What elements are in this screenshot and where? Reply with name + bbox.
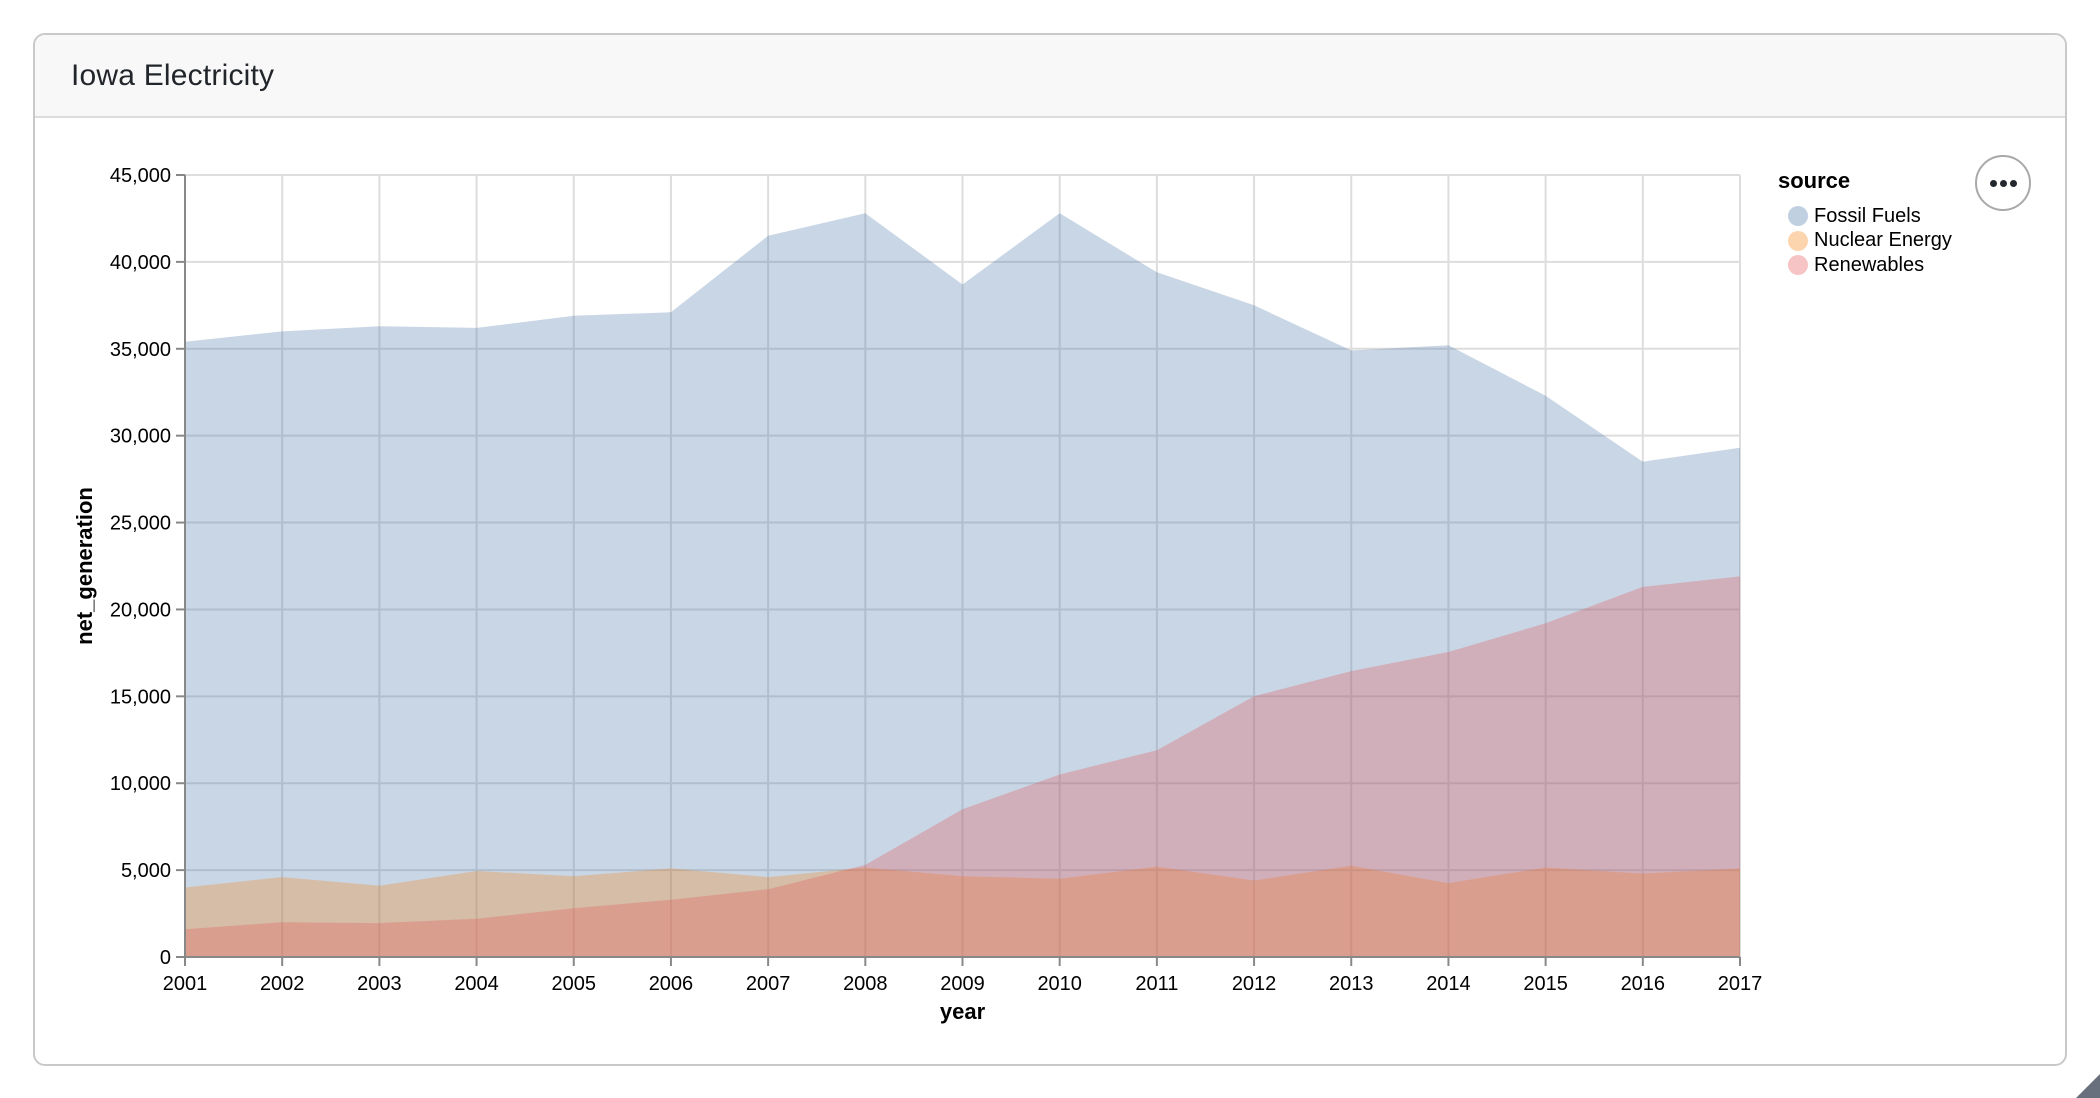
y-tick-label: 20,000 — [110, 599, 171, 621]
x-tick-label: 2003 — [357, 973, 402, 995]
x-tick-label: 2012 — [1232, 973, 1277, 995]
legend-entries: Fossil Fuels Nuclear Energy Renewables — [1778, 204, 1952, 278]
x-tick-label: 2010 — [1037, 973, 1082, 995]
axes — [176, 174, 1741, 966]
ellipsis-icon — [2009, 179, 2017, 187]
area-fossil-fuels — [185, 213, 1740, 957]
x-tick-label: 2005 — [552, 973, 597, 995]
y-axis-labels: 0 5,000 10,000 15,000 20,000 25,000 30,000 35,0… — [110, 165, 171, 969]
legend-swatch-icon — [1788, 255, 1808, 276]
legend-label: Renewables — [1814, 253, 1925, 276]
legend-label: Nuclear Energy — [1814, 229, 1952, 252]
x-tick-label: 2007 — [746, 973, 791, 995]
x-tick-label: 2001 — [163, 973, 208, 995]
card-header: Iowa Electricity — [35, 35, 2065, 118]
legend-entry-fossil-fuels: Fossil Fuels — [1778, 204, 1952, 229]
y-tick-label: 10,000 — [110, 773, 171, 795]
y-axis-title: net_generation — [72, 487, 97, 645]
x-tick-label: 2016 — [1621, 973, 1666, 995]
chart-card: Iowa Electricity 0 5,000 10,000 15,000 20,00… — [33, 33, 2067, 1066]
resize-grip-icon[interactable] — [2076, 1074, 2100, 1098]
legend-label: Fossil Fuels — [1814, 204, 1921, 227]
x-tick-label: 2009 — [940, 973, 985, 995]
x-tick-label: 2002 — [260, 973, 305, 995]
y-tick-label: 30,000 — [110, 426, 171, 448]
y-tick-label: 5,000 — [121, 860, 171, 882]
chart-area: 0 5,000 10,000 15,000 20,000 25,000 30,000 35,0… — [35, 118, 2065, 1064]
x-axis-title: year — [940, 999, 986, 1024]
ellipsis-icon — [1999, 179, 2007, 187]
x-tick-label: 2004 — [454, 973, 499, 995]
legend-swatch-icon — [1788, 230, 1808, 251]
x-axis-labels: 2001 2002 2003 2004 2005 2006 2007 2008 2009 2010… — [163, 973, 1763, 995]
gridlines — [184, 174, 1741, 958]
y-tick-label: 45,000 — [110, 165, 171, 187]
y-tick-label: 0 — [160, 947, 171, 969]
area-nuclear-energy — [185, 865, 1740, 957]
legend-entry-nuclear-energy: Nuclear Energy — [1778, 229, 1952, 254]
y-tick-label: 15,000 — [110, 686, 171, 708]
chart-legend: source Fossil Fuels Nuclear Energy Renewab… — [1778, 168, 1952, 278]
x-tick-label: 2015 — [1523, 973, 1568, 995]
x-tick-label: 2013 — [1329, 973, 1374, 995]
area-series — [185, 213, 1740, 957]
x-tick-label: 2006 — [649, 973, 694, 995]
x-tick-label: 2017 — [1718, 973, 1763, 995]
y-tick-label: 25,000 — [110, 513, 171, 535]
ellipsis-icon — [1989, 179, 1997, 187]
x-tick-label: 2011 — [1135, 973, 1178, 995]
legend-title: source — [1778, 168, 1851, 193]
chart-canvas: 0 5,000 10,000 15,000 20,000 25,000 30,000 35,0… — [72, 165, 1763, 1024]
x-tick-label: 2008 — [843, 973, 888, 995]
area-renewables — [185, 576, 1740, 957]
chart-actions-button[interactable] — [1975, 155, 2031, 211]
y-tick-label: 40,000 — [110, 252, 171, 274]
page-title: Iowa Electricity — [71, 58, 275, 92]
legend-entry-renewables: Renewables — [1778, 253, 1952, 278]
x-tick-label: 2014 — [1426, 973, 1471, 995]
legend-swatch-icon — [1788, 206, 1808, 227]
y-tick-label: 35,000 — [110, 339, 171, 361]
